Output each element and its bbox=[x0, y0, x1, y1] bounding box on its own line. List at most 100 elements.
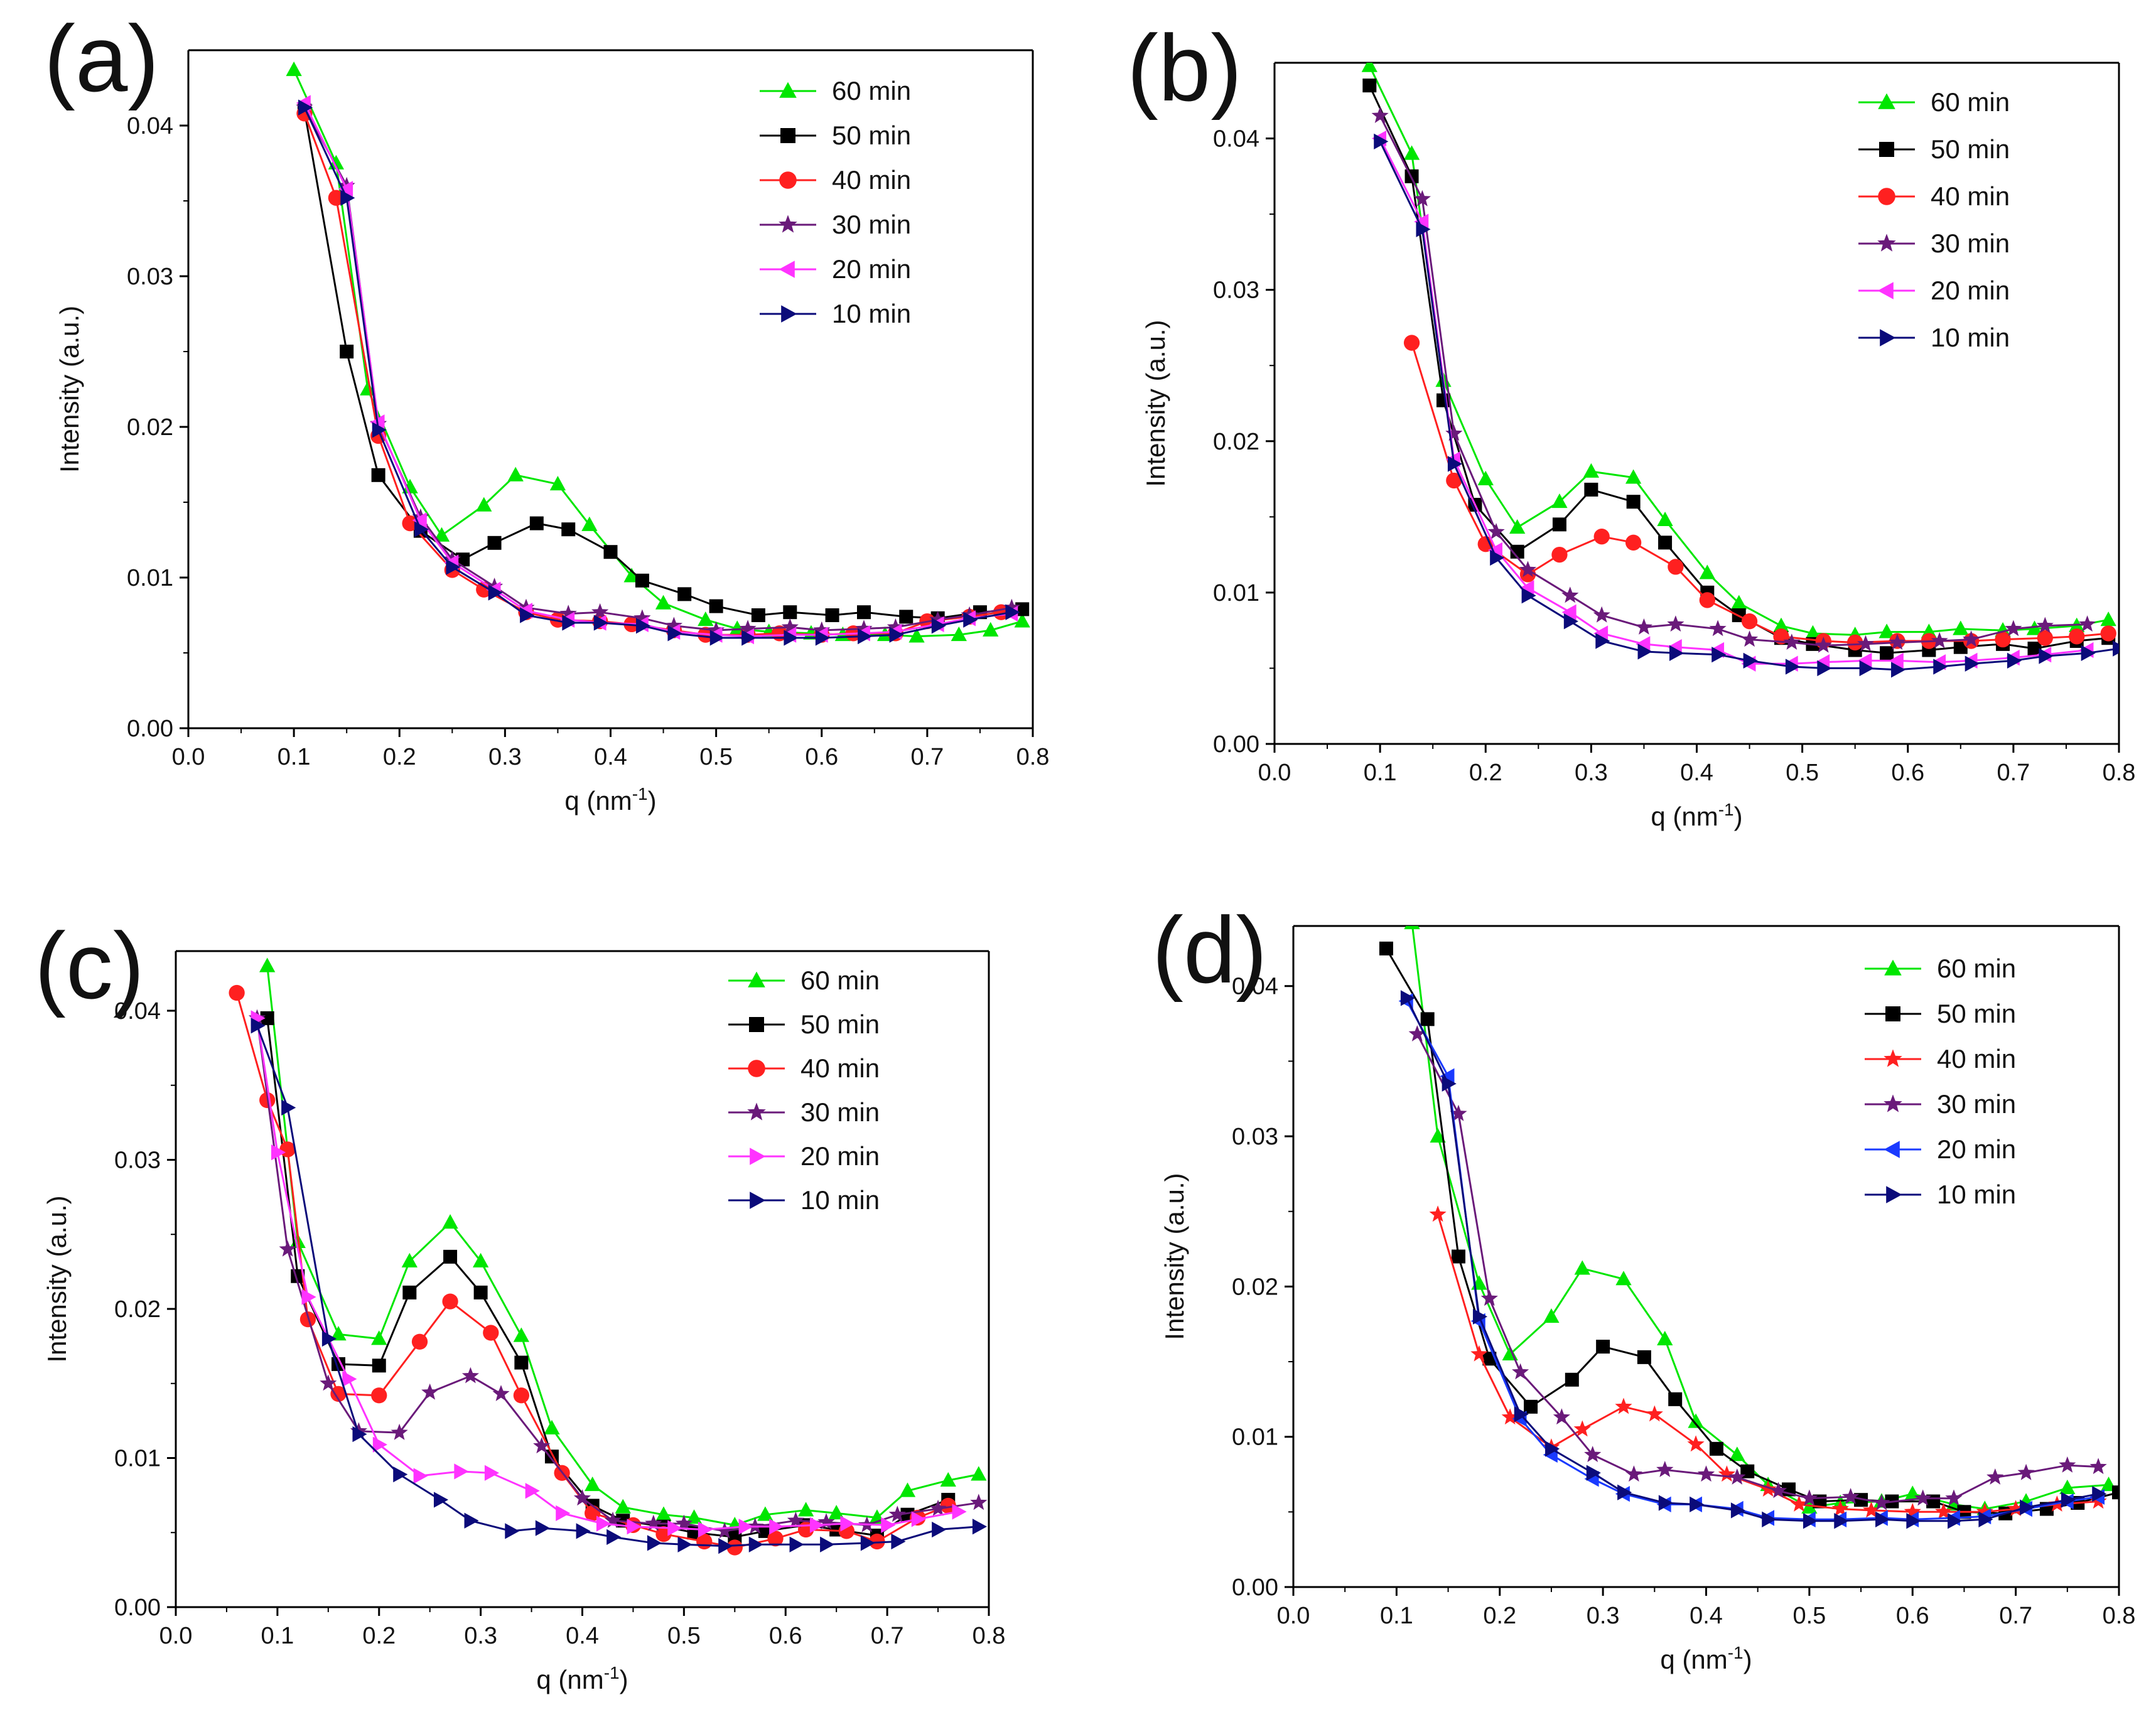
chart-panel-c: 0.0 0.1 0.2 0.3 0.4 0.5 0.6 0.7 0.8 0.00 0.01 0.02 0… bbox=[35, 913, 1005, 1694]
data-point bbox=[1413, 190, 1431, 207]
data-point bbox=[1965, 655, 1980, 672]
data-point bbox=[675, 1514, 693, 1531]
data-point bbox=[402, 515, 418, 532]
data-point bbox=[1362, 78, 1377, 93]
data-point bbox=[787, 1511, 804, 1528]
data-point bbox=[1668, 1392, 1683, 1406]
data-point bbox=[1543, 1308, 1560, 1323]
data-point bbox=[1447, 456, 1463, 472]
data-point bbox=[411, 1333, 428, 1350]
data-point bbox=[767, 1531, 784, 1547]
data-point bbox=[1743, 652, 1758, 669]
data-point bbox=[525, 1483, 540, 1499]
x-tick-label: 0.4 bbox=[594, 744, 627, 770]
x-axis-label: q (nm-1) bbox=[1651, 800, 1742, 831]
data-point bbox=[433, 527, 450, 542]
data-point bbox=[1889, 652, 1904, 669]
data-point bbox=[1862, 1501, 1880, 1518]
series-group bbox=[1361, 63, 2119, 678]
data-point bbox=[825, 608, 839, 622]
data-point bbox=[464, 1512, 479, 1529]
data-point bbox=[1731, 595, 1747, 610]
data-point bbox=[330, 1386, 347, 1402]
legend-label: 30 min bbox=[1937, 1089, 2016, 1119]
data-point bbox=[1593, 606, 1610, 623]
data-point bbox=[1933, 659, 1948, 675]
panel-label: (b) bbox=[1127, 15, 1242, 121]
data-point bbox=[1514, 1406, 1529, 1423]
legend-label: 50 min bbox=[800, 1009, 880, 1039]
data-point bbox=[1403, 335, 1420, 351]
data-point bbox=[815, 630, 830, 646]
legend-label: 40 min bbox=[832, 165, 911, 195]
data-point bbox=[2100, 611, 2116, 627]
legend-marker bbox=[748, 1060, 765, 1077]
data-point bbox=[1615, 1397, 1632, 1414]
data-point bbox=[1803, 1513, 1818, 1529]
data-point bbox=[2059, 1456, 2076, 1473]
legend-marker bbox=[1885, 1006, 1900, 1021]
legend-marker bbox=[1877, 282, 1894, 299]
data-point bbox=[442, 1214, 458, 1229]
data-point bbox=[677, 1536, 693, 1552]
panel-label: (c) bbox=[35, 913, 144, 1018]
data-point bbox=[604, 1511, 622, 1528]
legend-marker bbox=[1884, 1094, 1902, 1112]
data-point bbox=[2007, 1500, 2025, 1517]
data-point bbox=[698, 1521, 713, 1538]
x-tick-label: 0.0 bbox=[172, 744, 205, 770]
data-point bbox=[1563, 613, 1578, 630]
data-point bbox=[473, 1285, 488, 1300]
data-point bbox=[698, 611, 714, 627]
data-point bbox=[1617, 1484, 1632, 1500]
data-point bbox=[647, 1535, 662, 1551]
data-point bbox=[298, 99, 313, 116]
data-point bbox=[940, 1472, 956, 1487]
legend-marker bbox=[780, 128, 795, 143]
data-point bbox=[783, 605, 797, 620]
x-tick-label: 0.2 bbox=[362, 1623, 396, 1649]
data-point bbox=[1553, 1408, 1570, 1425]
data-point bbox=[963, 611, 978, 628]
data-point bbox=[1801, 1489, 1818, 1506]
legend-label: 20 min bbox=[800, 1141, 880, 1171]
data-point bbox=[789, 1536, 804, 1552]
legend-marker bbox=[1884, 1049, 1902, 1067]
data-point bbox=[748, 1536, 763, 1552]
data-point bbox=[1519, 580, 1534, 596]
data-point bbox=[1658, 535, 1673, 550]
y-tick-label: 0.03 bbox=[127, 264, 173, 290]
data-point bbox=[1711, 647, 1727, 663]
data-point bbox=[1785, 659, 1801, 675]
legend: 60 min 50 min 40 min 30 min 20 min 10 min bbox=[728, 966, 880, 1215]
x-tick-label: 0.3 bbox=[488, 744, 522, 770]
data-point bbox=[686, 1509, 703, 1524]
data-point bbox=[320, 1374, 337, 1391]
x-tick-label: 0.7 bbox=[1999, 1603, 2032, 1629]
data-point bbox=[1656, 1461, 1674, 1477]
y-tick-label: 0.02 bbox=[1213, 429, 1259, 455]
series-line-30-min bbox=[1416, 1033, 2099, 1504]
legend: 60 min 50 min 40 min 30 min 20 min 10 min bbox=[760, 76, 911, 328]
data-point bbox=[1783, 633, 1801, 650]
data-point bbox=[1814, 637, 1832, 653]
data-point bbox=[342, 1370, 357, 1387]
data-point bbox=[483, 1325, 499, 1341]
data-point bbox=[1847, 634, 1863, 651]
x-tick-label: 0.5 bbox=[667, 1623, 701, 1649]
legend-label: 40 min bbox=[1937, 1044, 2016, 1074]
data-point bbox=[1762, 1511, 1777, 1527]
data-point bbox=[1509, 519, 1526, 534]
data-point bbox=[860, 1535, 875, 1551]
legend-label: 20 min bbox=[1931, 276, 2010, 305]
data-point bbox=[229, 984, 245, 1001]
data-point bbox=[544, 1419, 560, 1434]
data-point bbox=[784, 630, 799, 646]
data-point bbox=[1687, 1435, 1705, 1452]
data-point bbox=[2092, 1485, 2107, 1502]
data-point bbox=[529, 516, 544, 530]
data-point bbox=[505, 1523, 520, 1539]
x-tick-label: 0.5 bbox=[1792, 1603, 1826, 1629]
data-point bbox=[549, 476, 566, 491]
